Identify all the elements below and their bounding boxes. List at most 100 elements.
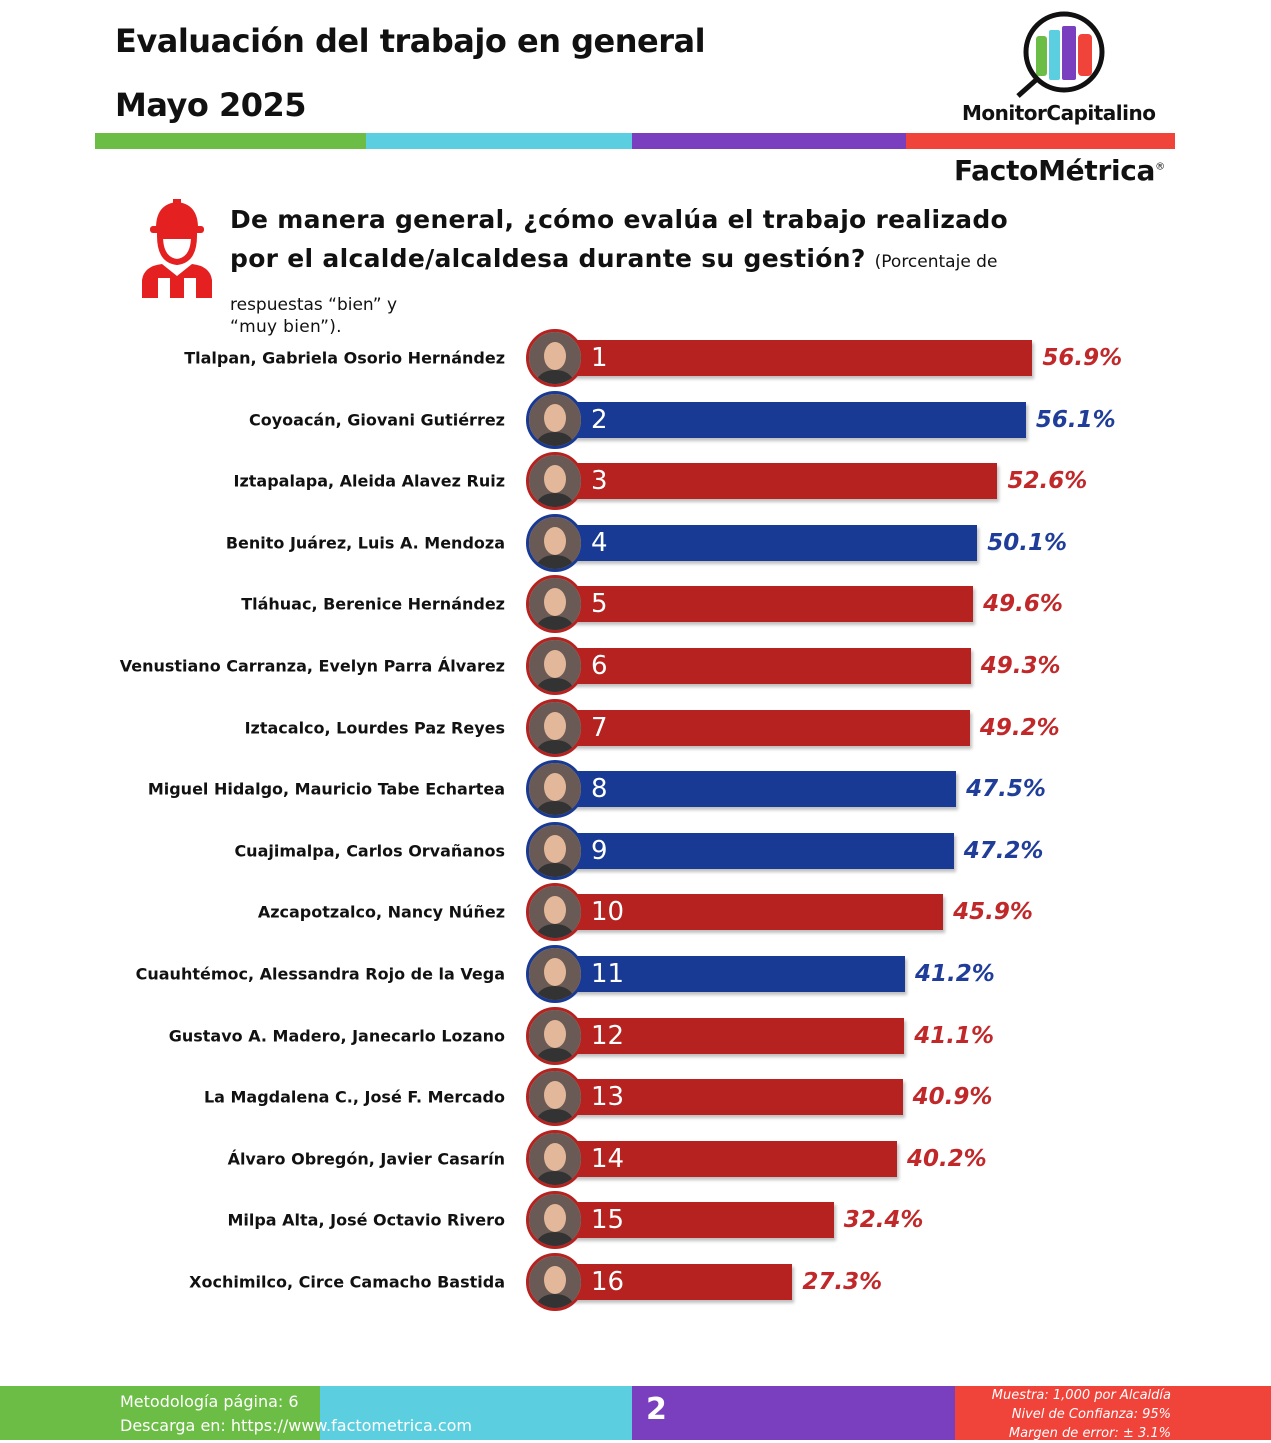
value-label: 56.1% bbox=[1035, 406, 1116, 433]
value-label: 41.2% bbox=[915, 961, 995, 987]
bar bbox=[571, 894, 944, 931]
rank-label: 11 bbox=[591, 959, 625, 989]
row-label: La Magdalena C., José F. Mercado bbox=[203, 1087, 505, 1107]
survey-question: De manera general, ¿cómo evalúa el traba… bbox=[230, 200, 1060, 337]
row-label: Xochimilco, Circe Camacho Bastida bbox=[189, 1272, 505, 1292]
page-number: 2 bbox=[646, 1392, 667, 1427]
value-label: 47.2% bbox=[963, 837, 1044, 864]
avatar-photo bbox=[526, 575, 584, 634]
bar bbox=[571, 401, 1026, 438]
header-strip-purple bbox=[632, 133, 906, 149]
rank-label: 14 bbox=[591, 1143, 625, 1174]
bar bbox=[571, 832, 954, 869]
value-label: 40.2% bbox=[906, 1145, 987, 1172]
value-label: 50.1% bbox=[987, 529, 1067, 556]
rank-label: 4 bbox=[591, 527, 608, 558]
row-label: Benito Juárez, Luis A. Mendoza bbox=[225, 533, 505, 553]
rank-label: 9 bbox=[591, 835, 608, 866]
value-label: 56.9% bbox=[1042, 345, 1123, 371]
header-strip-red bbox=[906, 133, 1175, 149]
bar bbox=[571, 648, 971, 684]
brand-monitor-capitalino: MonitorCapitalino bbox=[962, 101, 1156, 125]
value-label: 40.9% bbox=[912, 1084, 993, 1111]
methodology-box: Muestra: 1,000 por Alcaldía Nivel de Con… bbox=[992, 1386, 1171, 1443]
footer-green bbox=[0, 1386, 320, 1440]
value-label: 32.4% bbox=[843, 1207, 924, 1234]
page-title: Evaluación del trabajo en general bbox=[115, 22, 706, 60]
row-label: Álvaro Obregón, Javier Casarín bbox=[227, 1149, 505, 1169]
value-label: 49.2% bbox=[979, 714, 1060, 741]
rank-label: 12 bbox=[591, 1020, 625, 1051]
rank-label: 6 bbox=[591, 651, 608, 681]
question-text: De manera general, ¿cómo evalúa el traba… bbox=[230, 205, 1009, 273]
download-note: Descarga en: https://www.factometrica.co… bbox=[120, 1416, 472, 1435]
value-label: 49.6% bbox=[983, 591, 1063, 618]
bar bbox=[571, 1202, 834, 1239]
methodology-note: Metodología página: 6 bbox=[120, 1392, 299, 1411]
rank-label: 8 bbox=[591, 774, 608, 805]
header-strip-cyan bbox=[366, 133, 632, 149]
avatar-photo bbox=[526, 698, 584, 757]
avatar-photo bbox=[526, 883, 584, 942]
value-label: 41.1% bbox=[914, 1022, 995, 1049]
avatar-photo bbox=[526, 513, 584, 572]
row-label: Tláhuac, Berenice Hernández bbox=[241, 594, 505, 614]
value-label: 27.3% bbox=[802, 1269, 883, 1295]
bar bbox=[571, 524, 978, 561]
avatar-photo bbox=[526, 390, 584, 449]
brand-factometrica-text: FactoMétrica bbox=[954, 154, 1156, 187]
page-subtitle: Mayo 2025 bbox=[115, 86, 307, 124]
row-label: Milpa Alta, José Octavio Rivero bbox=[227, 1210, 505, 1230]
avatar-photo bbox=[526, 945, 584, 1003]
avatar-photo bbox=[526, 1129, 584, 1188]
footer-red bbox=[955, 1386, 1271, 1440]
avatar-photo bbox=[526, 329, 584, 387]
rank-label: 13 bbox=[591, 1082, 625, 1113]
rank-label: 1 bbox=[591, 343, 608, 373]
avatar-photo bbox=[526, 821, 584, 880]
value-label: 52.6% bbox=[1007, 468, 1088, 495]
avatar-photo bbox=[526, 1068, 584, 1127]
rank-label: 7 bbox=[591, 712, 608, 743]
bar bbox=[571, 1079, 903, 1116]
question-note-continued: “muy bien”). bbox=[230, 317, 342, 337]
row-label: Gustavo A. Madero, Janecarlo Lozano bbox=[168, 1026, 505, 1046]
rank-label: 10 bbox=[591, 897, 625, 928]
row-label: Tlalpan, Gabriela Osorio Hernández bbox=[184, 348, 505, 368]
bar bbox=[571, 956, 906, 992]
avatar-photo bbox=[526, 1253, 584, 1311]
footer-purple bbox=[632, 1386, 955, 1440]
question-note: (Porcentaje de respuestas “bien” y bbox=[230, 252, 998, 315]
confidence-level: Nivel de Confianza: 95% bbox=[1011, 1407, 1171, 1422]
row-label: Iztacalco, Lourdes Paz Reyes bbox=[244, 718, 505, 738]
avatar-photo bbox=[526, 760, 584, 819]
row-label: Cuajimalpa, Carlos Orvañanos bbox=[234, 841, 505, 861]
bar bbox=[571, 771, 957, 808]
bar bbox=[571, 709, 970, 746]
registered-mark: ® bbox=[1155, 161, 1165, 173]
download-link[interactable]: https://www.factometrica.com bbox=[230, 1416, 473, 1435]
footer-cyan bbox=[320, 1386, 632, 1440]
row-label: Azcapotzalco, Nancy Núñez bbox=[257, 902, 505, 922]
row-label: Venustiano Carranza, Evelyn Parra Álvare… bbox=[119, 656, 505, 676]
bar bbox=[571, 1140, 897, 1177]
value-label: 47.5% bbox=[966, 776, 1046, 803]
worker-hardhat-icon bbox=[142, 199, 212, 298]
row-label: Coyoacán, Giovani Gutiérrez bbox=[248, 410, 505, 430]
rank-label: 2 bbox=[591, 404, 608, 435]
bar bbox=[571, 340, 1033, 376]
row-label: Iztapalapa, Aleida Alavez Ruiz bbox=[233, 471, 506, 491]
avatar-photo bbox=[526, 1191, 584, 1250]
bar bbox=[571, 586, 974, 623]
bar bbox=[571, 1017, 905, 1054]
rank-label: 15 bbox=[591, 1205, 625, 1236]
bar bbox=[571, 463, 998, 500]
avatar-photo bbox=[526, 452, 584, 511]
rank-label: 16 bbox=[591, 1267, 625, 1297]
row-label: Miguel Hidalgo, Mauricio Tabe Echartea bbox=[147, 779, 505, 799]
brand-factometrica: FactoMétrica® bbox=[954, 154, 1165, 187]
margin-of-error: Margen de error: ± 3.1% bbox=[1008, 1426, 1171, 1441]
header-strip-green bbox=[95, 133, 366, 149]
download-prefix: Descarga en: bbox=[120, 1416, 231, 1435]
value-label: 49.3% bbox=[980, 653, 1061, 679]
